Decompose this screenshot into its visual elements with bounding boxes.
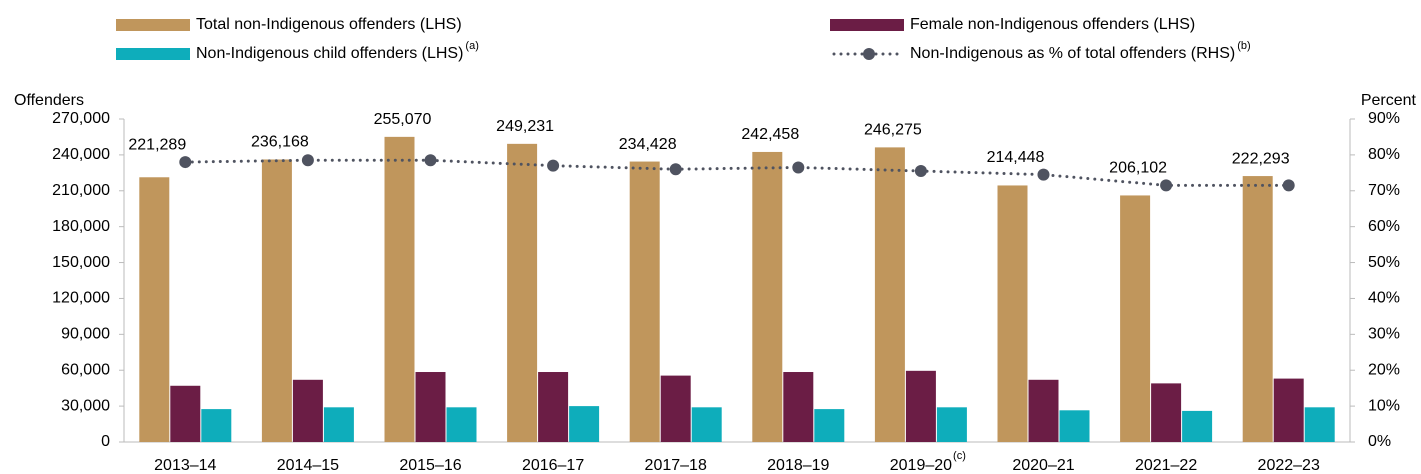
y-tick-label: 180,000 xyxy=(52,218,110,235)
legend-label: Non-Indigenous as % of total offenders (… xyxy=(910,45,1235,62)
line-marker xyxy=(1160,179,1173,192)
y2-tick-label: 50% xyxy=(1368,254,1400,271)
bar xyxy=(660,375,691,442)
bar xyxy=(170,385,201,442)
line-marker xyxy=(792,161,805,174)
bar xyxy=(201,409,232,442)
value-label: 249,231 xyxy=(496,118,554,135)
value-label: 255,070 xyxy=(374,111,432,128)
bar xyxy=(874,147,905,442)
x-tick-label: 2017–18 xyxy=(645,457,707,474)
bar xyxy=(507,143,538,442)
bar xyxy=(569,406,600,442)
bar xyxy=(384,136,415,442)
bar xyxy=(1182,410,1213,442)
value-label: 236,168 xyxy=(251,134,309,151)
bar xyxy=(783,372,814,442)
y2-tick-label: 10% xyxy=(1368,397,1400,414)
bar xyxy=(1120,195,1151,442)
line-marker xyxy=(1037,168,1050,181)
bar xyxy=(1304,407,1335,442)
x-tick-label: 2021–22 xyxy=(1135,457,1197,474)
y-tick-label: 150,000 xyxy=(52,254,110,271)
legend-swatch xyxy=(830,19,904,31)
legend-swatch xyxy=(116,48,190,60)
line-marker xyxy=(914,165,927,178)
legend-swatch xyxy=(863,48,875,60)
bar xyxy=(1059,410,1090,442)
legend-label: Non-Indigenous child offenders (LHS) xyxy=(196,45,463,62)
line xyxy=(183,158,1291,187)
y-tick-label: 210,000 xyxy=(52,182,110,199)
y-tick-label: 270,000 xyxy=(52,110,110,127)
y2-tick-label: 30% xyxy=(1368,326,1400,343)
y2-tick-label: 40% xyxy=(1368,290,1400,307)
y2-tick-label: 20% xyxy=(1368,361,1400,378)
legend-label: Female non-Indigenous offenders (LHS) xyxy=(910,16,1195,33)
y2-axis-label: Percent xyxy=(1361,92,1417,109)
bar xyxy=(415,372,446,442)
bar xyxy=(1151,383,1182,442)
y-tick-label: 120,000 xyxy=(52,290,110,307)
y-tick-label: 30,000 xyxy=(61,397,110,414)
y-axis-label: Offenders xyxy=(14,92,84,109)
bar xyxy=(936,407,967,442)
bar xyxy=(814,409,845,442)
y2-tick-label: 80% xyxy=(1368,146,1400,163)
bar xyxy=(1028,379,1059,442)
x-tick-label: 2020–21 xyxy=(1012,457,1074,474)
y-tick-label: 60,000 xyxy=(61,361,110,378)
bar xyxy=(1273,378,1304,442)
bar xyxy=(1242,176,1273,442)
line-marker xyxy=(547,159,560,172)
x-tick-label: 2013–14 xyxy=(154,457,216,474)
value-label: 246,275 xyxy=(864,122,922,139)
value-label: 206,102 xyxy=(1109,160,1167,177)
value-label: 221,289 xyxy=(128,136,186,153)
x-tick-label: 2018–19 xyxy=(767,457,829,474)
legend-note: (b) xyxy=(1237,40,1250,52)
y-tick-label: 0 xyxy=(101,433,110,450)
value-label: 242,458 xyxy=(741,126,799,143)
value-label: 234,428 xyxy=(619,136,677,153)
bar xyxy=(261,159,292,443)
line-marker xyxy=(1282,179,1295,192)
line-marker xyxy=(669,163,682,176)
y2-tick-label: 90% xyxy=(1368,110,1400,127)
bar xyxy=(292,379,323,442)
x-tick-label: 2014–15 xyxy=(277,457,339,474)
x-tick-label: 2019–20 xyxy=(890,457,952,474)
line-marker xyxy=(301,154,314,167)
bar xyxy=(139,177,170,443)
y-tick-label: 90,000 xyxy=(61,326,110,343)
bar xyxy=(446,407,477,442)
bar xyxy=(691,407,722,442)
y2-tick-label: 0% xyxy=(1368,433,1391,450)
bar xyxy=(997,185,1028,442)
y2-tick-label: 60% xyxy=(1368,218,1400,235)
legend-note: (a) xyxy=(465,40,478,52)
x-tick-label: 2015–16 xyxy=(399,457,461,474)
bar xyxy=(538,372,569,442)
bar xyxy=(752,151,783,442)
bar xyxy=(629,161,660,442)
line-marker xyxy=(179,156,192,169)
x-tick-label: 2022–23 xyxy=(1258,457,1320,474)
x-tick-note: (c) xyxy=(953,450,966,462)
bar xyxy=(905,370,936,442)
legend-label: Total non-Indigenous offenders (LHS) xyxy=(196,16,462,33)
line-marker xyxy=(424,154,437,167)
y-tick-label: 240,000 xyxy=(52,146,110,163)
bar xyxy=(323,407,354,442)
x-tick-label: 2016–17 xyxy=(522,457,584,474)
value-label: 214,448 xyxy=(987,149,1045,166)
value-label: 222,293 xyxy=(1232,150,1290,167)
legend-swatch xyxy=(116,19,190,31)
y2-tick-label: 70% xyxy=(1368,182,1400,199)
